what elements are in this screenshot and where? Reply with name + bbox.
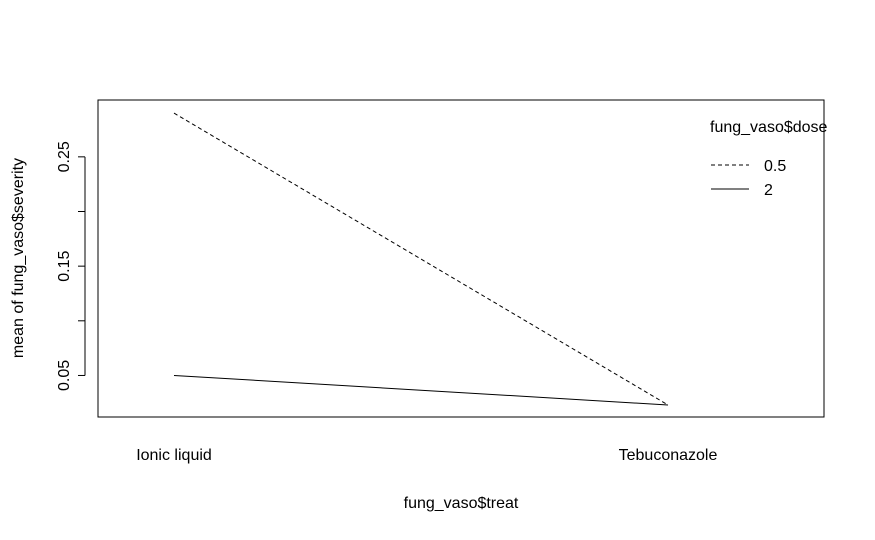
- y-axis: 0.05 0.15 0.25: [56, 141, 86, 391]
- legend-label: 2: [764, 182, 773, 199]
- x-tick-label: Tebuconazole: [619, 447, 718, 464]
- series-layer: [173, 112, 669, 406]
- plot-frame: [97, 99, 825, 418]
- series-line-2: [173, 374, 669, 406]
- x-axis-title: fung_vaso$treat: [404, 495, 519, 512]
- y-tick-label: 0.15: [56, 250, 73, 281]
- series-line-0.5: [173, 112, 669, 406]
- x-axis-labels: Ionic liquid Tebuconazole: [136, 447, 717, 464]
- legend-label: 0.5: [764, 158, 786, 175]
- y-axis-title: mean of fung_vaso$severity: [10, 158, 27, 358]
- y-tick-label: 0.05: [56, 360, 73, 391]
- legend-title: fung_vaso$dose: [710, 119, 828, 136]
- y-tick-label: 0.25: [56, 141, 73, 172]
- legend: fung_vaso$dose 0.5 2: [710, 119, 828, 199]
- x-tick-label: Ionic liquid: [136, 447, 212, 464]
